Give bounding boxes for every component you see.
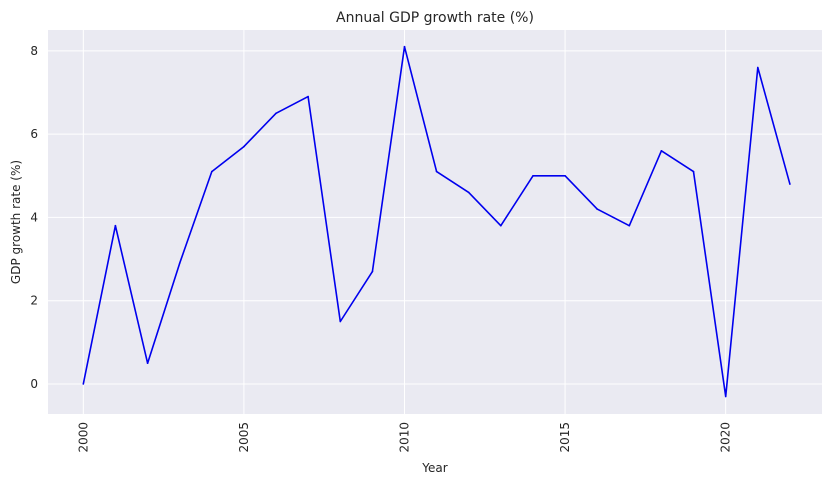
plot-background: [48, 30, 822, 414]
data-point: [596, 208, 598, 210]
y-tick-label: 0: [30, 377, 38, 391]
y-tick-label: 4: [30, 210, 38, 224]
data-point: [114, 224, 117, 227]
x-tick-label: 2000: [76, 422, 90, 453]
y-tick-label: 2: [30, 294, 38, 308]
data-point: [307, 95, 309, 98]
x-tick-label: 2020: [719, 422, 733, 453]
series-layer: [82, 45, 791, 398]
data-point: [628, 224, 631, 227]
x-axis-label: Year: [421, 461, 447, 475]
data-point: [211, 170, 213, 173]
y-axis-label: GDP growth rate (%): [9, 160, 23, 284]
data-point: [532, 175, 534, 177]
data-point: [789, 183, 791, 185]
x-tick-label: 2015: [558, 422, 572, 453]
data-point: [146, 362, 149, 365]
data-point: [500, 224, 502, 227]
data-point: [757, 66, 759, 69]
grid: [48, 30, 822, 414]
tick-labels: 2000 2005 2010 2015 2020 0 2 4 6 8: [30, 44, 732, 453]
x-tick-label: 2005: [237, 422, 251, 453]
data-point: [564, 175, 566, 177]
data-point: [692, 170, 695, 173]
data-point: [403, 45, 406, 48]
data-point: [724, 395, 727, 398]
data-point: [339, 320, 342, 323]
data-point: [660, 150, 663, 152]
data-point: [82, 383, 85, 385]
data-point: [178, 262, 181, 265]
data-point: [371, 270, 374, 273]
y-tick-label: 6: [30, 127, 38, 141]
data-point: [435, 170, 438, 173]
chart-title: Annual GDP growth rate (%): [336, 10, 534, 26]
data-point: [275, 112, 277, 115]
y-tick-label: 8: [30, 44, 38, 58]
data-point: [467, 191, 470, 194]
x-tick-label: 2010: [397, 422, 411, 453]
data-point: [243, 145, 245, 148]
